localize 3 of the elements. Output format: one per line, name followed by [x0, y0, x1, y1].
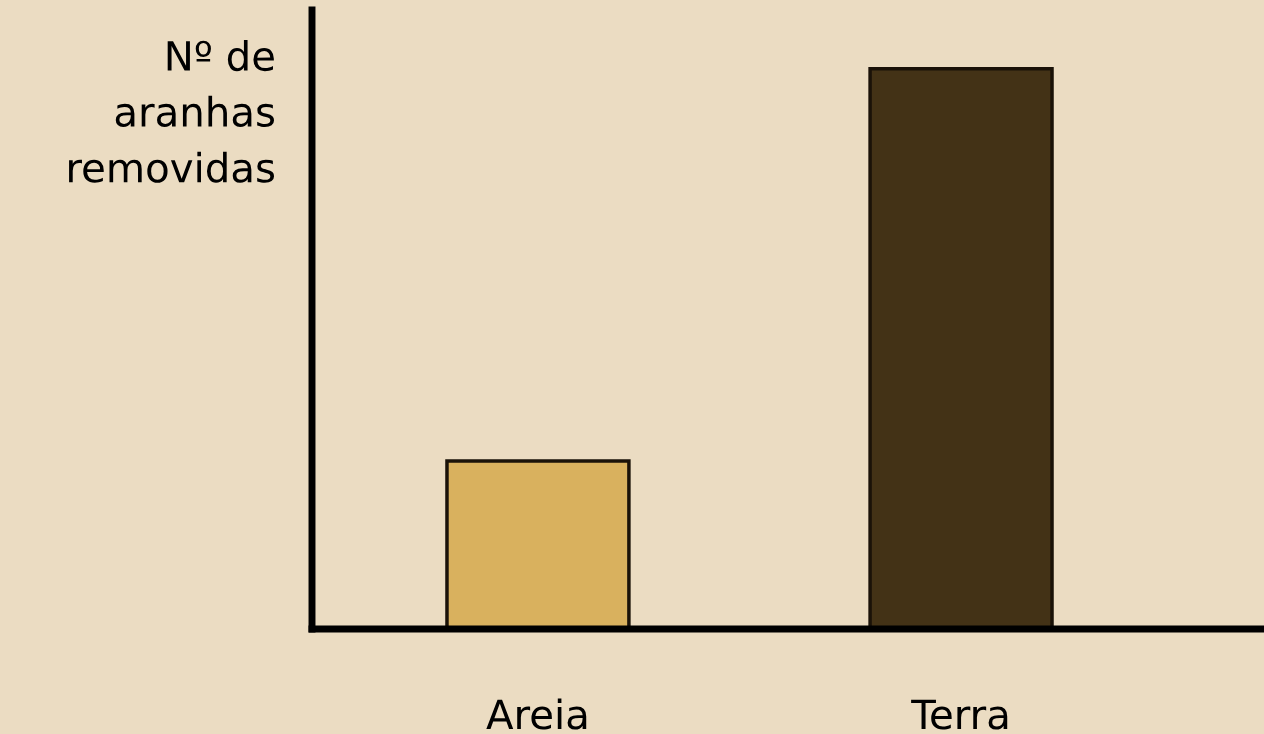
x-tick-label: Areia [486, 698, 587, 730]
y-axis-title: Nº de aranhas removidas [69, 40, 275, 183]
x-tick-label: Terra [911, 699, 1008, 730]
